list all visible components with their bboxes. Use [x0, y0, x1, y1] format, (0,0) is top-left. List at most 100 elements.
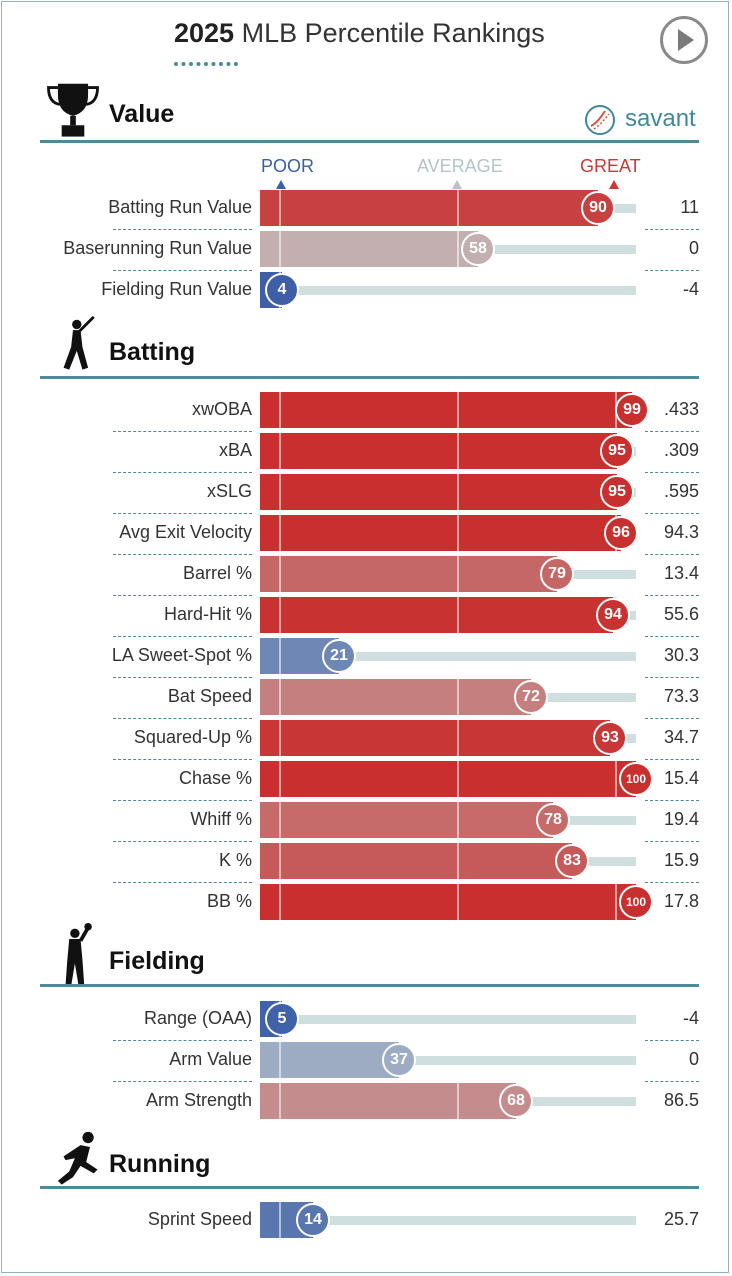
reference-line — [457, 597, 459, 633]
percentile-bubble: 93 — [593, 721, 627, 755]
runner-icon — [57, 1131, 98, 1185]
reference-line — [457, 231, 459, 267]
metric-label: Arm Value — [169, 1049, 252, 1069]
reference-line — [615, 761, 617, 797]
row-divider — [645, 270, 699, 271]
section-rule-value — [40, 140, 699, 143]
percentile-bubble: 79 — [540, 557, 574, 591]
reference-line — [279, 190, 281, 226]
reference-line — [279, 884, 281, 920]
scale-arrow-great — [609, 180, 619, 189]
row-divider — [645, 513, 699, 514]
metric-value: .433 — [663, 399, 699, 419]
metric-value: 15.4 — [663, 768, 699, 788]
section-title-running: Running — [109, 1150, 211, 1178]
metric-label: BB % — [206, 891, 252, 911]
row-divider — [645, 636, 699, 637]
percentile-track — [260, 286, 636, 295]
reference-line — [279, 1083, 281, 1119]
percentile-bubble: 37 — [382, 1043, 416, 1077]
metric-value: 34.7 — [663, 727, 699, 747]
percentile-bar — [260, 474, 617, 510]
row-divider — [113, 718, 252, 719]
reference-line — [457, 884, 459, 920]
reference-line — [457, 802, 459, 838]
percentile-bubble: 58 — [461, 232, 495, 266]
percentile-bar — [260, 1042, 399, 1078]
reference-line — [457, 190, 459, 226]
percentile-bubble: 94 — [596, 598, 630, 632]
percentile-track — [260, 1216, 636, 1225]
row-divider — [645, 1081, 699, 1082]
reference-line — [279, 679, 281, 715]
metric-value: .595 — [663, 481, 699, 501]
row-divider — [113, 800, 252, 801]
row-divider — [113, 472, 252, 473]
reference-line — [279, 802, 281, 838]
metric-label: Hard-Hit % — [163, 604, 252, 624]
metric-label: LA Sweet-Spot % — [111, 645, 252, 665]
play-circle-icon[interactable] — [659, 15, 709, 65]
row-divider — [645, 759, 699, 760]
metric-label: Chase % — [178, 768, 252, 788]
reference-line — [279, 761, 281, 797]
metric-value: 0 — [688, 238, 699, 258]
percentile-bar — [260, 1083, 516, 1119]
percentile-bar — [260, 556, 557, 592]
metric-value: 94.3 — [663, 522, 699, 542]
row-divider — [645, 229, 699, 230]
page-title: 2025 MLB Percentile Rankings — [174, 18, 545, 48]
percentile-bar — [260, 190, 598, 226]
percentile-bar — [260, 231, 478, 267]
row-divider — [113, 431, 252, 432]
percentile-track — [260, 652, 636, 661]
row-divider — [113, 595, 252, 596]
metric-value: .309 — [663, 440, 699, 460]
metric-label: Arm Strength — [145, 1090, 252, 1110]
reference-line — [279, 597, 281, 633]
metric-value: 25.7 — [663, 1209, 699, 1229]
reference-line — [279, 433, 281, 469]
row-divider — [113, 636, 252, 637]
metric-value: 0 — [688, 1049, 699, 1069]
metric-label: xwOBA — [191, 399, 252, 419]
row-divider — [645, 800, 699, 801]
reference-line — [615, 884, 617, 920]
scale-label-poor: POOR — [261, 156, 315, 176]
percentile-bubble: 90 — [581, 191, 615, 225]
reference-line — [279, 515, 281, 551]
percentile-bubble: 21 — [322, 639, 356, 673]
metric-label: Avg Exit Velocity — [119, 522, 252, 542]
metric-value: -4 — [682, 279, 699, 299]
row-divider — [113, 1081, 252, 1082]
row-divider — [645, 882, 699, 883]
row-divider — [113, 759, 252, 760]
reference-line — [279, 1042, 281, 1078]
row-divider — [645, 431, 699, 432]
reference-line — [279, 556, 281, 592]
reference-line — [279, 1202, 281, 1238]
metric-label: xSLG — [206, 481, 252, 501]
reference-line — [279, 843, 281, 879]
percentile-bubble: 83 — [555, 844, 589, 878]
metric-label: xBA — [218, 440, 252, 460]
section-rule-fielding — [40, 984, 699, 987]
percentile-bubble: 4 — [265, 273, 299, 307]
brand-name: savant — [625, 105, 696, 132]
trophy-icon — [47, 83, 99, 137]
metric-label: Squared-Up % — [133, 727, 252, 747]
percentile-bar — [260, 884, 636, 920]
row-divider — [645, 595, 699, 596]
reference-line — [457, 474, 459, 510]
row-divider — [113, 554, 252, 555]
metric-label: Fielding Run Value — [101, 279, 252, 299]
percentile-bubble: 72 — [514, 680, 548, 714]
reference-line — [457, 392, 459, 428]
metric-label: Whiff % — [190, 809, 252, 829]
metric-value: -4 — [682, 1008, 699, 1028]
percentile-bar — [260, 761, 636, 797]
row-divider — [645, 718, 699, 719]
section-rule-batting — [40, 376, 699, 379]
row-divider — [645, 1040, 699, 1041]
